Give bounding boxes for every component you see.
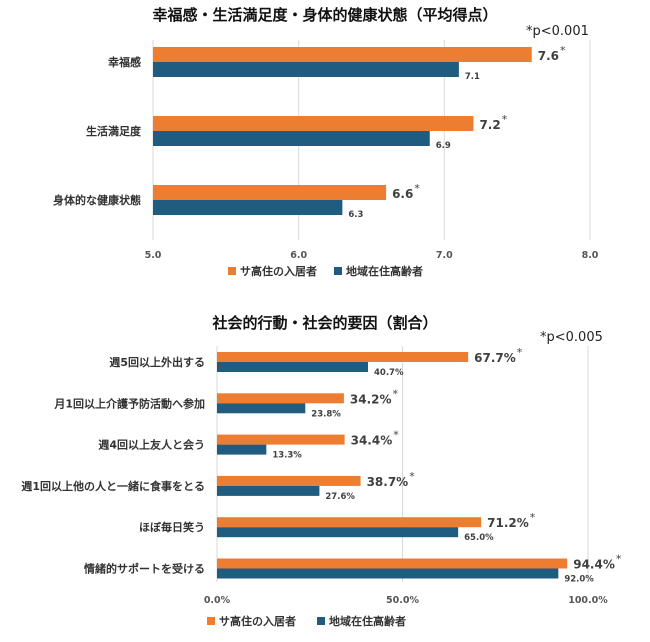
x-tick-label: 0.0% [204,595,231,606]
bar-series1 [153,47,532,62]
chart2-gridlines [216,346,589,582]
chart2-legend: サ高住の入居者 地域在住高齢者 [207,614,406,628]
bar-series1 [217,475,361,486]
bar-series1 [153,185,387,200]
category-label: 情緒的サポートを受ける [84,562,205,576]
bar-series1 [153,116,474,131]
data-label-series2: 92.0% [564,575,594,585]
significance-star: * [393,429,399,442]
data-label-series1: 67.7% [474,351,516,365]
significance-star: * [530,511,536,524]
bar-series1 [217,558,568,569]
bar-series2 [217,444,267,455]
bar-series2 [153,62,459,77]
category-label: 週4回以上友人と会う [98,438,205,452]
legend-swatch-series2 [317,617,325,625]
data-label-series2: 40.7% [374,368,404,378]
chart1-title: 幸福感・生活満足度・身体的健康状態（平均得点） [152,6,497,24]
data-label-series2: 13.3% [272,451,302,461]
x-tick-label: 7.0 [436,250,453,261]
legend-swatch-series2 [334,267,342,275]
data-label-series2: 27.6% [325,492,355,502]
legend-swatch-series1 [207,617,215,625]
category-label: 生活満足度 [86,124,142,138]
x-tick-label: 5.0 [145,250,162,261]
significance-star: * [414,182,420,195]
data-label-series2: 23.8% [311,409,341,419]
data-label-series1: 38.7% [367,475,409,489]
data-label-series1: 34.4% [351,434,393,448]
chart2-title: 社会的行動・社会的要因（割合） [211,314,437,332]
data-label-series2: 7.1 [465,72,480,82]
x-tick-label: 100.0% [568,595,608,606]
data-label-series1: 6.6 [392,187,413,201]
bar-series2 [217,403,306,414]
bar-series1 [217,393,344,404]
data-label-series1: 7.6 [538,49,559,63]
significance-star: * [560,44,566,57]
legend-swatch-series1 [228,267,236,275]
bar-series1 [217,517,482,528]
bar-series2 [217,485,320,496]
x-tick-label: 6.0 [290,250,307,261]
chart2-significance-note: *p<0.005 [540,330,603,345]
significance-star: * [393,387,399,400]
category-label: 幸福感 [108,55,141,69]
significance-star: * [409,470,415,483]
significance-star: * [616,553,622,566]
chart1-legend: サ高住の入居者 地域在住高齢者 [228,264,423,278]
category-label: 週1回以上他の人と一緒に食事をとる [21,479,205,493]
bar-series1 [217,352,469,362]
data-label-series1: 71.2% [487,516,529,530]
bar-series2 [217,362,368,372]
data-label-series2: 65.0% [464,533,494,543]
chart1-x-ticks: 5.0 6.0 7.0 8.0 [145,250,599,261]
data-label-series1: 34.2% [350,392,392,406]
chart2-category-labels: 週5回以上外出する月1回以上介護予防活動へ参加週4回以上友人と会う週1回以上他の… [21,355,205,576]
chart1-significance-note: *p<0.001 [526,24,589,39]
category-label: 身体的な健康状態 [53,193,141,207]
data-label-series1: 94.4% [573,558,615,572]
legend-label-series2: 地域在住高齢者 [346,264,423,278]
data-label-series2: 6.9 [436,141,451,151]
bar-series2 [217,527,459,538]
x-tick-label: 50.0% [386,595,419,606]
category-label: 週5回以上外出する [109,355,205,369]
significance-star: * [502,113,508,126]
bar-series2 [153,131,430,146]
category-label: 月1回以上介護予防活動へ参加 [53,396,205,410]
data-label-series1: 7.2 [479,118,500,132]
bar-series2 [217,568,559,579]
chart2-bars: 67.7% *40.7%34.2% *23.8%34.4% *13.3%38.7% *2… [217,346,622,585]
chart2-x-ticks: 0.0% 50.0% 100.0% [204,595,608,606]
legend-label-series1: サ高住の入居者 [240,264,317,278]
category-label: ほぼ毎日笑う [139,520,205,534]
legend-label-series1: サ高住の入居者 [219,614,296,628]
chart1-bars: 7.6 *7.17.2 *6.96.6 *6.3 [153,44,566,220]
data-label-series2: 6.3 [348,210,363,220]
bar-series2 [153,200,343,215]
bar-series1 [217,434,345,445]
legend-label-series2: 地域在住高齢者 [329,614,406,628]
x-tick-label: 8.0 [582,250,599,261]
significance-star: * [517,346,523,359]
